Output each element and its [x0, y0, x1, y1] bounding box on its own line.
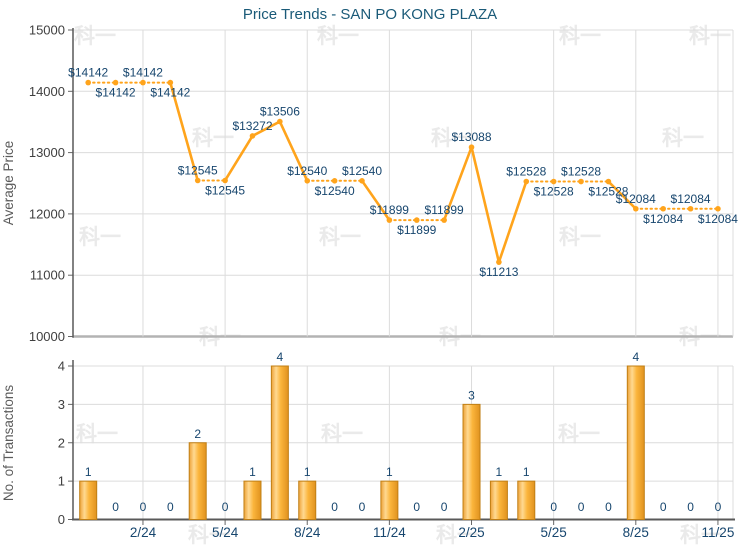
svg-text:15000: 15000	[29, 23, 65, 38]
watermark: 科一	[559, 226, 601, 249]
watermark: 科一	[559, 25, 601, 48]
svg-text:8/24: 8/24	[294, 525, 321, 540]
svg-text:11/24: 11/24	[373, 525, 406, 540]
svg-text:0: 0	[715, 500, 722, 514]
svg-text:3: 3	[468, 388, 475, 402]
svg-text:2: 2	[58, 435, 65, 450]
svg-text:12000: 12000	[29, 206, 65, 221]
svg-text:$12528: $12528	[506, 165, 546, 179]
watermark: 科一	[680, 524, 722, 547]
svg-text:2/25: 2/25	[458, 525, 484, 540]
svg-text:$14142: $14142	[123, 66, 163, 80]
svg-text:Average Price: Average Price	[1, 141, 16, 226]
svg-text:$12084: $12084	[643, 212, 683, 226]
watermark: 科一	[188, 524, 230, 547]
svg-text:4: 4	[277, 352, 284, 364]
svg-text:0: 0	[331, 500, 338, 514]
svg-text:4: 4	[632, 352, 639, 364]
svg-text:$12084: $12084	[698, 212, 738, 226]
svg-text:$12540: $12540	[342, 164, 382, 178]
svg-text:0: 0	[112, 500, 119, 514]
chart-title: Price Trends - SAN PO KONG PLAZA	[242, 6, 498, 23]
svg-text:$12545: $12545	[178, 163, 218, 177]
svg-text:0: 0	[359, 500, 366, 514]
svg-text:$12084: $12084	[671, 192, 711, 206]
svg-text:0: 0	[550, 500, 557, 514]
svg-text:14000: 14000	[29, 84, 65, 99]
svg-text:0: 0	[578, 500, 585, 514]
svg-text:$14142: $14142	[68, 66, 108, 80]
svg-text:1: 1	[523, 465, 530, 479]
svg-text:10000: 10000	[29, 329, 65, 344]
svg-text:1: 1	[85, 465, 92, 479]
watermark: 科一	[74, 25, 116, 48]
svg-text:0: 0	[58, 512, 65, 527]
svg-text:8/25: 8/25	[623, 525, 649, 540]
svg-text:$11213: $11213	[479, 265, 518, 279]
transactions-bar-chart: 0 1 2 3 4 2/24 5/24 8/24 11/24 2/25 5/25 8/25 11/25 1…	[1, 352, 735, 540]
svg-text:0: 0	[687, 500, 694, 514]
svg-text:$12540: $12540	[287, 164, 327, 178]
watermark: 科一	[431, 127, 473, 150]
svg-text:$12528: $12528	[588, 185, 628, 199]
watermark: 科一	[321, 423, 363, 446]
svg-text:1: 1	[386, 465, 393, 479]
svg-text:$11899: $11899	[425, 203, 464, 217]
svg-text:4: 4	[58, 359, 65, 374]
svg-text:3: 3	[58, 397, 65, 412]
watermark: 科一	[79, 226, 121, 249]
svg-text:$14142: $14142	[96, 86, 136, 100]
svg-text:5/24: 5/24	[212, 525, 239, 540]
svg-text:No. of Transactions: No. of Transactions	[1, 385, 16, 502]
svg-text:0: 0	[167, 500, 174, 514]
svg-text:$11899: $11899	[397, 223, 436, 237]
svg-text:$12528: $12528	[561, 165, 601, 179]
svg-text:11/25: 11/25	[702, 525, 735, 540]
svg-text:0: 0	[441, 500, 448, 514]
watermark: 科一	[558, 423, 600, 446]
svg-text:$12545: $12545	[205, 183, 245, 197]
svg-text:$11899: $11899	[370, 203, 409, 217]
svg-text:$12084: $12084	[616, 192, 656, 206]
svg-text:1: 1	[249, 465, 256, 479]
svg-text:1: 1	[304, 465, 311, 479]
watermark: 科一	[662, 127, 704, 150]
watermark: 科一	[317, 25, 359, 48]
svg-text:11000: 11000	[30, 268, 65, 283]
svg-text:$14142: $14142	[150, 86, 190, 100]
watermark: 科一	[436, 524, 478, 547]
svg-text:$12528: $12528	[534, 185, 574, 199]
svg-text:$12540: $12540	[315, 184, 355, 198]
svg-text:0: 0	[140, 500, 147, 514]
watermark: 科一	[319, 226, 361, 249]
svg-text:13000: 13000	[29, 145, 65, 160]
watermark: 科一	[76, 423, 118, 446]
svg-text:$13506: $13506	[260, 105, 300, 119]
svg-text:0: 0	[222, 500, 229, 514]
svg-text:0: 0	[660, 500, 667, 514]
svg-text:0: 0	[605, 500, 612, 514]
svg-text:2: 2	[194, 427, 201, 441]
svg-text:$13088: $13088	[451, 130, 491, 144]
average-price-line-chart: 15000 14000 13000 12000 11000 10000 Average Pr…	[1, 23, 738, 345]
svg-text:1: 1	[496, 465, 503, 479]
watermark: 科一	[192, 127, 234, 150]
svg-text:$13272: $13272	[232, 119, 272, 133]
svg-text:0: 0	[413, 500, 420, 514]
svg-text:2/24: 2/24	[130, 525, 157, 540]
watermark: 科一	[689, 25, 731, 48]
svg-text:5/25: 5/25	[541, 525, 567, 540]
svg-text:1: 1	[58, 474, 65, 489]
